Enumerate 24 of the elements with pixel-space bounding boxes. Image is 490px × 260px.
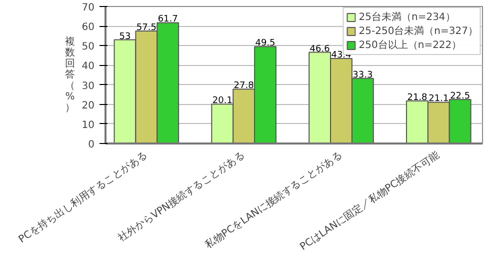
y-tick-label: 20 <box>82 100 95 112</box>
data-label: 33.3 <box>352 70 373 80</box>
data-label: 49.5 <box>255 38 276 49</box>
data-label: 27.8 <box>234 81 254 92</box>
y-tick-label: 70 <box>82 2 95 14</box>
y-tick-label: 60 <box>82 22 95 34</box>
y-tick-label: 30 <box>82 80 95 92</box>
data-label: 43.4 <box>331 50 352 61</box>
data-label: 46.6 <box>310 44 330 54</box>
data-label: 21.8 <box>407 92 428 103</box>
legend-label: 25-250台未満（n=327） <box>358 24 478 38</box>
y-tick-label: 50 <box>82 42 95 53</box>
y-tick-label: 0 <box>88 140 95 150</box>
data-label: 61.7 <box>158 14 178 25</box>
data-label: 57.5 <box>136 22 156 33</box>
legend-label: 25台未満（n=234） <box>358 10 456 24</box>
data-label: 53 <box>119 32 131 42</box>
data-label: 22.5 <box>450 91 470 102</box>
data-label: 21.1 <box>428 94 449 104</box>
y-axis-title: 複数回答（%） <box>64 36 75 114</box>
y-tick-label: 10 <box>82 120 95 131</box>
legend-label: 250台以上（n=222） <box>358 38 462 52</box>
y-tick-label: 40 <box>82 61 95 72</box>
data-label: 20.1 <box>212 96 232 106</box>
